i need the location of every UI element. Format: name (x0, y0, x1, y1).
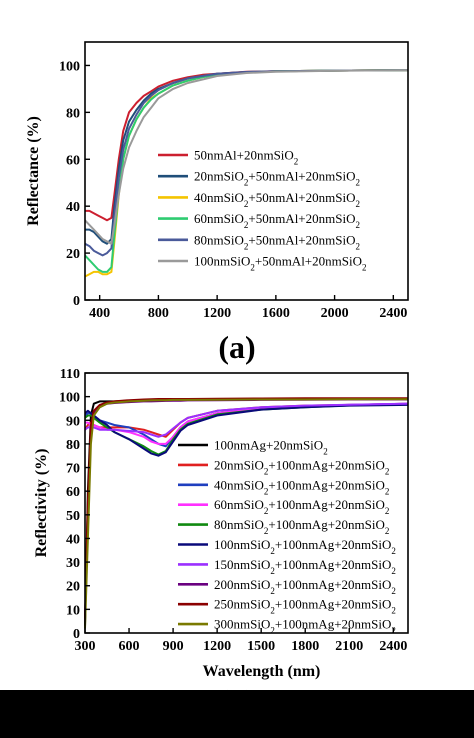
legend-label: 100nmAg+20nmSiO2 (214, 438, 328, 457)
y-axis-title: Reflectivity (%) (33, 449, 50, 558)
y-tick-label: 80 (66, 438, 80, 453)
legend-label: 20nmSiO2+100nmAg+20nmSiO2 (214, 457, 389, 476)
x-tick-label: 2400 (379, 306, 407, 321)
legend-label: 100nmSiO2+100nmAg+20nmSiO2 (214, 537, 396, 556)
y-axis-title: Reflectance (%) (25, 116, 42, 226)
y-tick-label: 40 (66, 200, 80, 215)
plot-frame (84, 372, 409, 634)
series-line-7 (84, 402, 409, 438)
x-tick-label: 1200 (203, 306, 231, 321)
y-tick-label: 0 (73, 294, 80, 309)
y-tick-label: 60 (66, 153, 80, 168)
legend-label: 250nmSiO2+100nmAg+20nmSiO2 (214, 597, 396, 616)
y-tick-label: 50 (66, 509, 80, 524)
y-tick-label: 110 (60, 367, 80, 382)
legend-label: 50nmAl+20nmSiO2 (194, 148, 298, 167)
x-tick-label: 400 (89, 306, 110, 321)
legend-label: 20nmSiO2+50nmAl+20nmSiO2 (194, 169, 360, 188)
plot-frame (84, 41, 409, 301)
legend-label: 40nmSiO2+100nmAg+20nmSiO2 (214, 477, 389, 496)
x-tick-label: 800 (148, 306, 169, 321)
legend-label: 80nmSiO2+100nmAg+20nmSiO2 (214, 517, 389, 536)
y-tick-label: 30 (66, 556, 80, 571)
x-tick-label: 1600 (262, 306, 290, 321)
panel-label-a: (a) (218, 329, 255, 365)
bottom-black-bar (0, 690, 474, 738)
series-line-1 (85, 69, 409, 222)
x-axis-title: Wavelength (nm) (203, 663, 321, 680)
legend-label: 150nmSiO2+100nmAg+20nmSiO2 (214, 557, 396, 576)
x-tick-label: 600 (119, 639, 140, 654)
y-tick-label: 60 (66, 485, 80, 500)
x-tick-label: 900 (163, 639, 184, 654)
series-line-6 (84, 403, 409, 457)
y-tick-label: 80 (66, 106, 80, 121)
x-tick-label: 2400 (379, 639, 407, 654)
y-tick-label: 100 (59, 391, 80, 406)
y-tick-label: 90 (66, 414, 80, 429)
series-line-5 (84, 69, 409, 257)
legend-label: 80nmSiO2+50nmAl+20nmSiO2 (194, 232, 360, 251)
legend-label: 60nmSiO2+100nmAg+20nmSiO2 (214, 497, 389, 516)
x-tick-label: 1500 (247, 639, 275, 654)
x-tick-label: 1800 (291, 639, 319, 654)
legend-label: 200nmSiO2+100nmAg+20nmSiO2 (214, 577, 396, 596)
chart-panel-a: 400 800 1200 1600 2000 2400 0 20 40 60 80 100 Reflec… (25, 41, 409, 365)
x-tick-label: 300 (75, 639, 96, 654)
x-tick-label: 2000 (321, 306, 349, 321)
y-tick-label: 20 (66, 247, 80, 262)
y-tick-label: 20 (66, 580, 80, 595)
legend-label: 300nmSiO2+100nmAg+20nmSiO2 (214, 617, 396, 636)
chart-panel-b: 300 600 900 1200 1500 1800 2100 2400 0 10 20 30 40 50… (33, 367, 409, 719)
series-line-4 (85, 402, 409, 445)
y-tick-label: 10 (66, 603, 80, 618)
y-tick-label: 70 (66, 462, 80, 477)
series-line-6 (84, 69, 409, 245)
legend-label: 40nmSiO2+50nmAl+20nmSiO2 (194, 190, 360, 209)
series-line-10 (84, 398, 408, 629)
y-tick-label: 100 (59, 59, 80, 74)
x-tick-label: 2100 (335, 639, 363, 654)
legend-label: 100nmSiO2+50nmAl+20nmSiO2 (194, 254, 366, 273)
y-tick-label: 40 (66, 532, 80, 547)
x-tick-label: 1200 (203, 639, 231, 654)
legend-label: 60nmSiO2+50nmAl+20nmSiO2 (194, 211, 360, 230)
y-tick-label: 0 (73, 627, 80, 642)
